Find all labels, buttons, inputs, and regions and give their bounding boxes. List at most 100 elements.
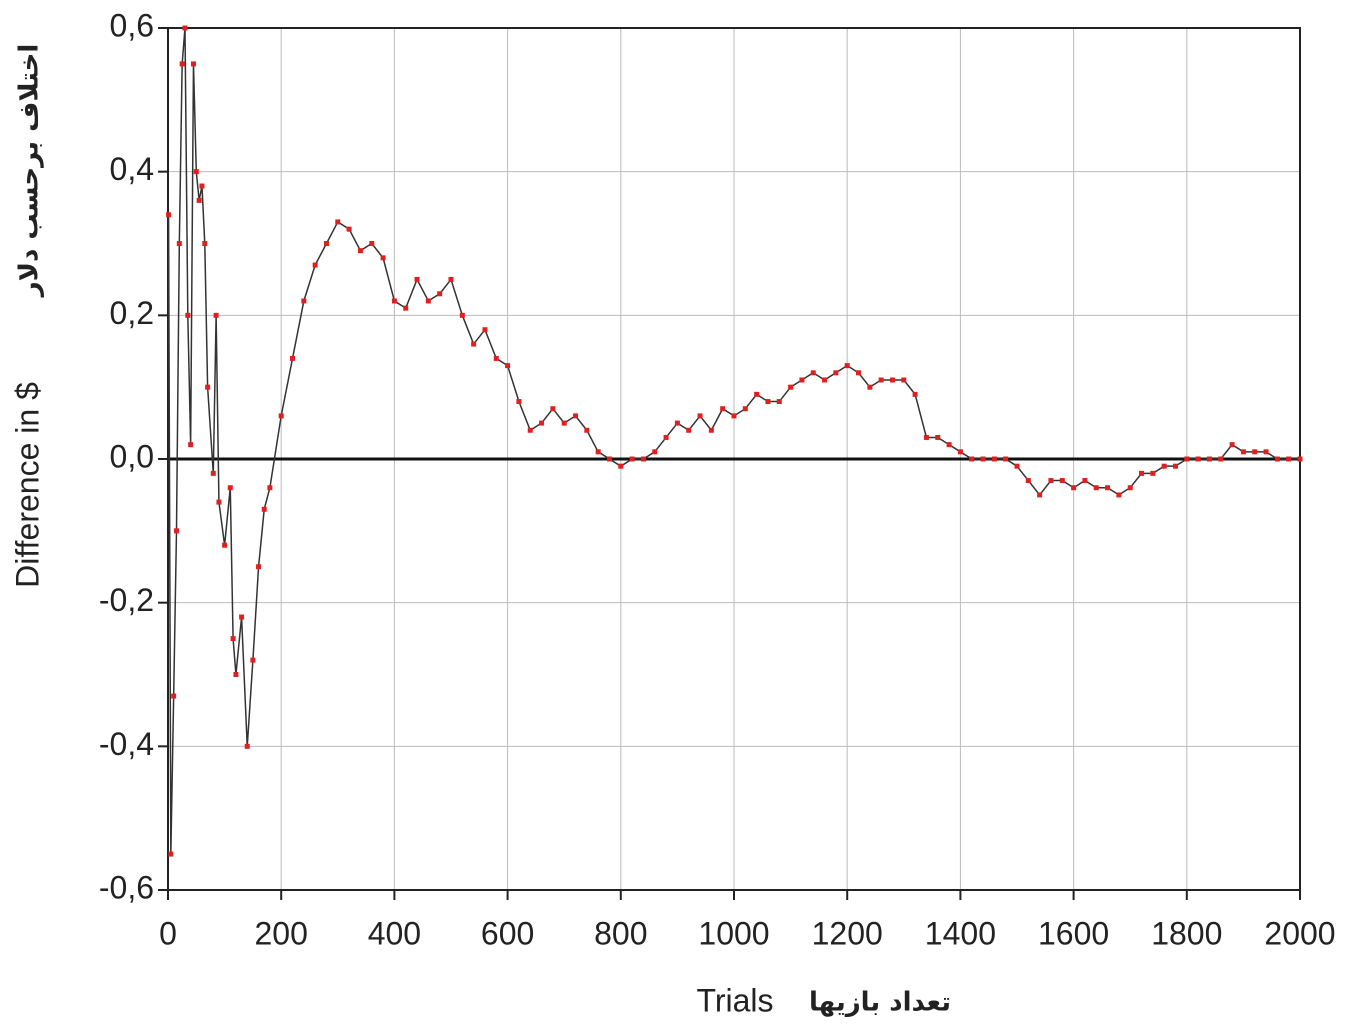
data-point	[1229, 442, 1235, 448]
data-point	[550, 406, 556, 412]
data-point	[205, 384, 211, 390]
data-point	[256, 564, 262, 570]
x-tick-label: 600	[481, 915, 534, 951]
data-point	[810, 370, 816, 376]
x-axis-label: Trials	[696, 982, 773, 1018]
data-point	[505, 363, 511, 369]
data-point	[1150, 470, 1156, 476]
data-point	[391, 298, 397, 304]
data-point	[166, 212, 172, 218]
data-point	[403, 305, 409, 311]
data-point	[1116, 492, 1122, 498]
y-tick-label: 0,2	[110, 295, 154, 331]
data-point	[222, 542, 228, 548]
data-point	[957, 449, 963, 455]
data-point	[573, 413, 579, 419]
data-point	[833, 370, 839, 376]
data-point	[1184, 456, 1190, 462]
data-point	[935, 434, 941, 440]
data-point	[1286, 456, 1292, 462]
data-point	[414, 276, 420, 282]
data-point	[652, 449, 658, 455]
data-point	[788, 384, 794, 390]
x-tick-label: 1200	[812, 915, 883, 951]
data-point	[1206, 456, 1212, 462]
x-tick-label: 1400	[925, 915, 996, 951]
data-point	[878, 377, 884, 383]
data-point	[471, 341, 477, 347]
data-point	[290, 355, 296, 361]
data-point	[239, 614, 245, 620]
y-tick-label: -0,4	[99, 726, 154, 762]
data-point	[1037, 492, 1043, 498]
data-point	[188, 442, 194, 448]
data-point	[346, 226, 352, 232]
data-point	[799, 377, 805, 383]
data-point	[210, 470, 216, 476]
data-point	[822, 377, 828, 383]
data-point	[923, 434, 929, 440]
data-point	[202, 241, 208, 246]
data-point	[867, 384, 873, 390]
data-point	[185, 312, 191, 318]
x-tick-label: 0	[159, 915, 177, 951]
data-point	[335, 219, 341, 225]
data-point	[233, 672, 239, 677]
data-point	[171, 693, 177, 699]
data-point	[946, 442, 952, 448]
data-point	[1172, 463, 1178, 469]
y-axis-label: Difference in $	[9, 382, 45, 588]
data-point	[856, 370, 862, 376]
data-point	[708, 427, 714, 433]
y-tick-label: -0,2	[99, 582, 154, 618]
data-point	[1059, 478, 1065, 484]
data-point	[640, 456, 646, 462]
data-point	[516, 399, 522, 405]
y-tick-label: -0,6	[99, 869, 154, 905]
y-axis-label-fa: اختلاف برحسب دلار	[15, 44, 45, 299]
data-point	[1240, 449, 1246, 455]
data-point	[425, 298, 431, 304]
y-tick-label: 0,6	[110, 7, 154, 43]
data-point	[742, 406, 748, 412]
data-point	[312, 262, 318, 268]
data-point	[1263, 449, 1269, 455]
data-point	[482, 327, 488, 333]
x-tick-label: 1000	[698, 915, 769, 951]
data-point	[369, 241, 375, 246]
data-point	[686, 427, 692, 433]
data-point	[720, 406, 726, 412]
data-point	[527, 427, 533, 433]
data-point	[1014, 463, 1020, 469]
data-point	[168, 851, 174, 857]
y-tick-label: 0,4	[110, 151, 154, 187]
data-point	[227, 485, 233, 491]
data-point	[539, 420, 545, 426]
data-point	[267, 485, 273, 491]
data-point	[674, 420, 680, 426]
data-point	[1105, 485, 1111, 491]
data-point	[380, 255, 386, 261]
x-tick-label: 400	[368, 915, 421, 951]
y-tick-label: 0,0	[110, 438, 154, 474]
data-point	[1161, 463, 1167, 469]
x-tick-label: 800	[594, 915, 647, 951]
data-point	[1252, 449, 1258, 455]
data-point	[1127, 485, 1133, 491]
x-tick-label: 1600	[1038, 915, 1109, 951]
data-point	[584, 427, 590, 433]
data-point	[437, 291, 443, 297]
data-point	[278, 413, 284, 419]
data-point	[1093, 485, 1099, 491]
x-tick-label: 1800	[1151, 915, 1222, 951]
data-point	[663, 434, 669, 440]
x-axis-label-fa: تعداد بازیها	[809, 988, 951, 1018]
data-point	[991, 456, 997, 462]
data-point	[776, 399, 782, 405]
data-point	[261, 506, 267, 512]
data-point	[448, 276, 454, 282]
data-point	[216, 499, 222, 505]
data-point	[1139, 470, 1145, 476]
data-point	[244, 743, 250, 749]
